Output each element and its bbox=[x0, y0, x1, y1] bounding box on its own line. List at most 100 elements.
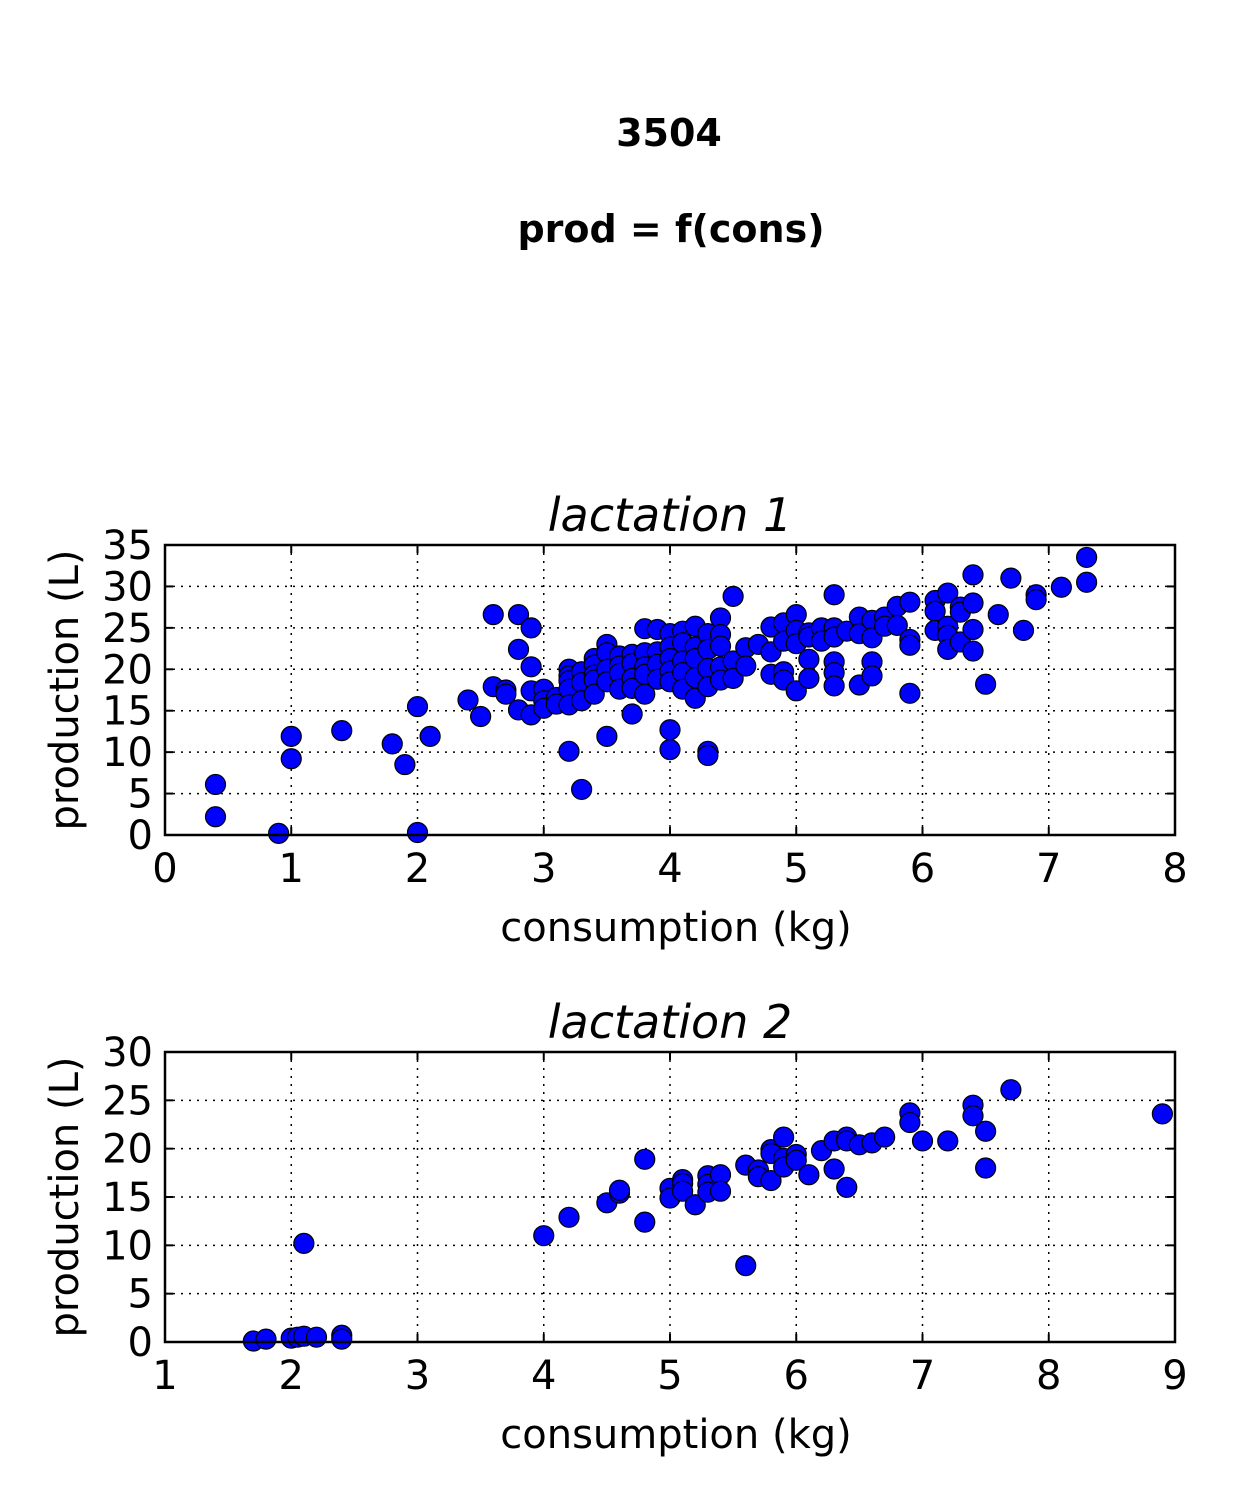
x-tick-label: 1 bbox=[152, 1353, 177, 1399]
data-point bbox=[911, 1130, 934, 1152]
y-tick-label: 10 bbox=[102, 1223, 153, 1269]
data-point bbox=[255, 1328, 277, 1350]
data-point bbox=[1076, 546, 1098, 569]
data-point bbox=[571, 778, 593, 801]
plot-frame bbox=[163, 543, 1177, 837]
data-point bbox=[280, 725, 302, 748]
data-point bbox=[785, 1149, 807, 1171]
data-point bbox=[1025, 589, 1047, 611]
data-point bbox=[331, 719, 353, 742]
y-tick-label: 25 bbox=[102, 606, 153, 652]
y-tick-label: 5 bbox=[128, 772, 153, 818]
data-point bbox=[204, 773, 227, 796]
data-point bbox=[823, 584, 845, 606]
x-tick-label: 4 bbox=[531, 1353, 556, 1399]
data-point bbox=[722, 585, 744, 607]
x-axis-label: consumption (kg) bbox=[500, 905, 851, 951]
data-point bbox=[975, 673, 997, 695]
data-point bbox=[1076, 571, 1098, 593]
data-point bbox=[709, 1180, 732, 1202]
data-point bbox=[268, 822, 290, 844]
y-tick-label: 0 bbox=[128, 813, 153, 859]
y-tick-label: 5 bbox=[128, 1272, 153, 1318]
y-tick-label: 35 bbox=[102, 523, 153, 569]
y-axis-label: production (L) bbox=[42, 550, 88, 831]
data-point bbox=[836, 1176, 858, 1198]
data-point bbox=[457, 689, 479, 711]
data-point bbox=[899, 1111, 921, 1134]
data-point bbox=[735, 1255, 757, 1277]
data-point bbox=[823, 1158, 845, 1180]
x-tick-label: 3 bbox=[531, 846, 556, 892]
data-point bbox=[735, 655, 757, 677]
x-tick-label: 8 bbox=[1036, 1353, 1061, 1399]
data-point bbox=[760, 1169, 782, 1192]
x-axis-label: consumption (kg) bbox=[500, 1412, 851, 1458]
x-tick-label: 3 bbox=[405, 1353, 430, 1399]
data-point bbox=[394, 753, 416, 776]
data-point bbox=[975, 1120, 997, 1142]
data-point bbox=[659, 739, 681, 761]
y-tick-label: 30 bbox=[102, 1030, 153, 1076]
x-tick-label: 4 bbox=[657, 846, 682, 892]
data-point bbox=[558, 1206, 580, 1228]
data-point bbox=[937, 582, 959, 604]
data-point bbox=[1000, 567, 1022, 589]
data-point bbox=[861, 665, 883, 687]
data-point bbox=[634, 1211, 656, 1233]
data-point bbox=[381, 733, 403, 755]
data-point bbox=[1151, 1103, 1173, 1125]
data-point bbox=[482, 603, 504, 626]
data-point bbox=[987, 603, 1009, 626]
data-point bbox=[937, 1130, 959, 1152]
suptitle-formula: prod = f(cons) bbox=[517, 207, 824, 251]
x-tick-label: 5 bbox=[784, 846, 809, 892]
suptitle-id: 3504 bbox=[616, 111, 722, 155]
data-point bbox=[558, 740, 580, 762]
data-point bbox=[1000, 1079, 1022, 1101]
data-point bbox=[823, 675, 845, 697]
data-point bbox=[419, 725, 441, 748]
data-point bbox=[305, 1326, 328, 1348]
x-tick-label: 0 bbox=[152, 846, 177, 892]
axes-title: lactation 1 bbox=[548, 488, 793, 542]
data-point bbox=[608, 1179, 631, 1201]
data-point bbox=[470, 705, 492, 728]
x-tick-label: 6 bbox=[784, 1353, 809, 1399]
data-point bbox=[1050, 576, 1072, 598]
data-point bbox=[520, 617, 542, 639]
x-tick-label: 7 bbox=[910, 1353, 935, 1399]
data-point bbox=[773, 1126, 795, 1148]
x-tick-label: 2 bbox=[279, 1353, 304, 1399]
data-point bbox=[495, 683, 517, 705]
data-point bbox=[697, 744, 719, 767]
y-tick-label: 20 bbox=[102, 647, 153, 693]
y-tick-label: 25 bbox=[102, 1078, 153, 1124]
data-point bbox=[659, 719, 681, 741]
data-point bbox=[406, 821, 429, 844]
data-point bbox=[331, 1328, 353, 1350]
data-point bbox=[583, 683, 605, 705]
y-axis-label: production (L) bbox=[42, 1057, 88, 1338]
data-point bbox=[1012, 619, 1035, 641]
x-tick-label: 7 bbox=[1036, 846, 1061, 892]
data-point bbox=[899, 682, 921, 704]
data-point bbox=[962, 640, 984, 662]
data-point bbox=[899, 634, 921, 656]
y-tick-label: 15 bbox=[102, 1175, 153, 1221]
data-point bbox=[204, 806, 227, 828]
y-tick-label: 10 bbox=[102, 730, 153, 776]
y-tick-label: 0 bbox=[128, 1320, 153, 1366]
data-point bbox=[634, 683, 656, 705]
data-point bbox=[520, 656, 542, 678]
data-point bbox=[785, 680, 807, 702]
data-point bbox=[962, 1105, 984, 1127]
axes-title: lactation 2 bbox=[548, 995, 793, 1049]
y-tick-label: 20 bbox=[102, 1127, 153, 1173]
data-point bbox=[722, 667, 744, 690]
data-point bbox=[798, 1164, 820, 1186]
data-point bbox=[634, 1148, 656, 1170]
